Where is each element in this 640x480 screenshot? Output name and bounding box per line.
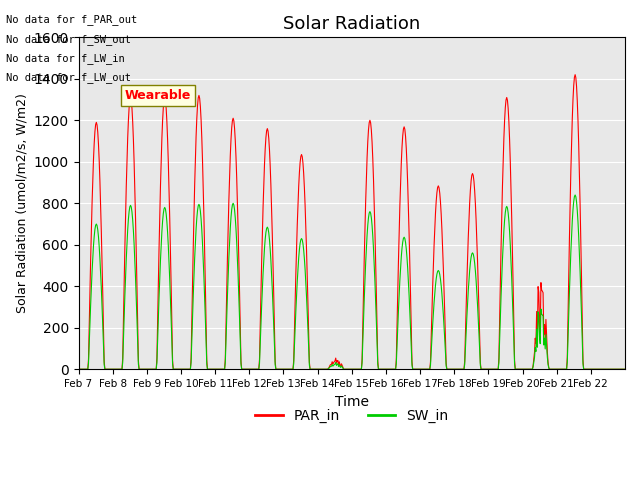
Legend: PAR_in, SW_in: PAR_in, SW_in [249, 403, 454, 429]
Text: Wearable: Wearable [125, 89, 191, 102]
Text: No data for f_PAR_out: No data for f_PAR_out [6, 14, 138, 25]
Y-axis label: Solar Radiation (umol/m2/s, W/m2): Solar Radiation (umol/m2/s, W/m2) [15, 93, 28, 313]
X-axis label: Time: Time [335, 395, 369, 408]
Text: No data for f_SW_out: No data for f_SW_out [6, 34, 131, 45]
Text: No data for f_LW_out: No data for f_LW_out [6, 72, 131, 83]
Title: Solar Radiation: Solar Radiation [283, 15, 420, 33]
Text: No data for f_LW_in: No data for f_LW_in [6, 53, 125, 64]
